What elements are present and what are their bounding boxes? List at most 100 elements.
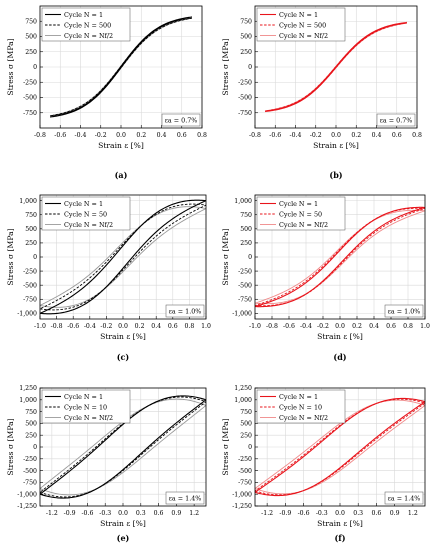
x-tick-label: -0.2 <box>317 323 329 330</box>
y-axis-label: Stress σ [MPa] <box>6 228 15 285</box>
y-tick-label: 1,000 <box>234 198 252 205</box>
x-tick-label: 0.4 <box>372 132 382 139</box>
y-tick-label: 250 <box>25 49 37 56</box>
y-tick-label: -500 <box>238 468 252 475</box>
y-tick-label: -500 <box>238 95 252 102</box>
y-tick-label: -250 <box>23 456 37 463</box>
chart-panel-d: -1.0 -0.8 -0.6 -0.4 -0.2 0.0 0.2 0.4 0.6 0.8 1.0 -1… <box>221 194 430 362</box>
amplitude-box <box>165 491 205 505</box>
y-tick-label: 0 <box>33 64 37 71</box>
y-tick-label: 250 <box>25 240 37 247</box>
x-tick-label: -0.8 <box>249 132 261 139</box>
y-tick-label: -250 <box>23 79 37 86</box>
x-tick-label: -0.9 <box>279 510 291 517</box>
y-tick-label: 500 <box>25 34 37 41</box>
x-tick-label: -0.4 <box>290 132 302 139</box>
x-axis-label: Strain ε [%] <box>317 519 363 528</box>
y-tick-label: 750 <box>240 18 252 25</box>
x-tick-label: 0.8 <box>403 323 413 330</box>
amplitude-box <box>165 304 205 318</box>
x-tick-label: 0.0 <box>116 132 126 139</box>
legend-label: Cycle N = Nf/2 <box>64 32 113 40</box>
x-tick-label: 1.0 <box>420 323 430 330</box>
y-axis-label: Stress σ [MPa] <box>221 228 230 285</box>
chart-panel-a: -0.8 -0.6 -0.4 -0.2 0.0 0.2 0.4 0.6 0.8 -750 -500 -… <box>6 5 207 180</box>
y-tick-label: 250 <box>25 432 37 439</box>
legend-label: Cycle N = 50 <box>279 210 322 218</box>
amplitude-box <box>384 304 424 318</box>
amplitude-annotation: εa = 0.7% <box>165 117 198 125</box>
y-tick-label: 750 <box>25 18 37 25</box>
legend-label: Cycle N = 10 <box>279 403 322 411</box>
chart-panel-f: -1.2 -0.9 -0.6 -0.3 0.0 0.3 0.6 0.9 1.2 -1,250 -1,… <box>221 385 426 543</box>
y-tick-label: 0 <box>248 444 252 451</box>
y-tick-label: -750 <box>238 480 252 487</box>
x-tick-label: 0.3 <box>136 510 146 517</box>
x-tick-label: -0.6 <box>54 132 66 139</box>
x-tick-label: 0.6 <box>168 323 178 330</box>
y-tick-label: -250 <box>23 268 37 275</box>
legend-label: Cycle N = 500 <box>279 21 326 29</box>
y-tick-label: 250 <box>240 240 252 247</box>
x-tick-label: -0.2 <box>100 323 112 330</box>
x-tick-label: 0.0 <box>118 323 128 330</box>
x-tick-label: 1.0 <box>201 323 211 330</box>
x-tick-label: -0.2 <box>95 132 107 139</box>
x-tick-label: 0.0 <box>335 510 345 517</box>
y-axis-label: Stress σ [MPa] <box>221 38 230 95</box>
x-tick-label: 0.2 <box>136 132 146 139</box>
panel-label: (d) <box>333 352 346 362</box>
legend-label: Cycle N = 1 <box>64 200 103 208</box>
x-tick-label: -1.2 <box>261 510 273 517</box>
y-tick-label: -750 <box>238 296 252 303</box>
x-tick-label: 0.0 <box>118 510 128 517</box>
y-tick-label: -1,000 <box>232 491 252 498</box>
legend-label: Cycle N = Nf/2 <box>64 414 113 422</box>
legend: Cycle N = 1 Cycle N = 50 Cycle N = Nf/2 <box>256 196 346 231</box>
y-tick-label: 750 <box>240 409 252 416</box>
panel-label: (c) <box>117 352 130 362</box>
amplitude-annotation: εa = 1.4% <box>388 495 421 503</box>
x-tick-label: -0.8 <box>266 323 278 330</box>
legend-label: Cycle N = 500 <box>64 21 111 29</box>
x-axis-label: Strain ε [%] <box>98 141 144 150</box>
legend-label: Cycle N = Nf/2 <box>64 221 113 229</box>
chart-panel-e: -1.2 -0.9 -0.6 -0.3 0.0 0.3 0.6 0.9 1.2 -1,250 -1,… <box>6 385 207 543</box>
y-tick-label: -750 <box>23 110 37 117</box>
y-tick-label: 0 <box>33 444 37 451</box>
y-tick-label: 0 <box>248 254 252 261</box>
x-tick-label: -0.3 <box>316 510 328 517</box>
y-tick-label: 1,000 <box>19 198 37 205</box>
x-tick-label: 0.3 <box>353 510 363 517</box>
y-tick-label: -1,000 <box>17 311 37 318</box>
y-tick-label: -1,250 <box>232 503 252 510</box>
y-tick-label: 0 <box>248 64 252 71</box>
x-tick-label: 0.4 <box>157 132 167 139</box>
y-tick-label: 1,000 <box>19 397 37 404</box>
amplitude-annotation: εa = 1.0% <box>388 308 421 316</box>
series-loop-solid <box>40 199 206 315</box>
series-loop-solid <box>255 397 425 497</box>
x-tick-label: 0.9 <box>390 510 400 517</box>
x-tick-label: -1.0 <box>34 323 46 330</box>
y-tick-label: -750 <box>238 110 252 117</box>
x-axis-label: Strain ε [%] <box>100 332 146 341</box>
x-tick-label: 0.0 <box>335 323 345 330</box>
chart-panel-c: -1.0 -0.8 -0.6 -0.4 -0.2 0.0 0.2 0.4 0.6 0.8 1.0 -1… <box>6 194 211 362</box>
amplitude-box <box>384 491 424 505</box>
legend: Cycle N = 1 Cycle N = 50 Cycle N = Nf/2 <box>41 196 131 231</box>
y-tick-label: -500 <box>23 282 37 289</box>
y-tick-label: -250 <box>238 456 252 463</box>
y-tick-label: 750 <box>25 212 37 219</box>
x-tick-label: 0.2 <box>351 132 361 139</box>
y-tick-label: 750 <box>25 409 37 416</box>
x-tick-label: -0.8 <box>51 323 63 330</box>
x-tick-label: 0.6 <box>392 132 402 139</box>
x-tick-label: 0.6 <box>177 132 187 139</box>
y-tick-label: -250 <box>238 79 252 86</box>
y-tick-label: -500 <box>238 282 252 289</box>
legend-label: Cycle N = 1 <box>64 393 103 401</box>
series-loop-solid <box>265 21 407 113</box>
x-tick-label: 0.8 <box>184 323 194 330</box>
